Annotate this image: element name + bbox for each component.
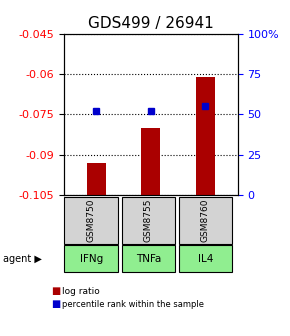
Bar bbox=[196, 77, 215, 195]
Bar bbox=[87, 163, 106, 195]
Text: GSM8760: GSM8760 bbox=[201, 198, 210, 242]
Title: GDS499 / 26941: GDS499 / 26941 bbox=[88, 16, 214, 31]
Text: IFNg: IFNg bbox=[79, 254, 103, 264]
Text: ■: ■ bbox=[51, 286, 60, 296]
Text: percentile rank within the sample: percentile rank within the sample bbox=[62, 300, 204, 309]
Text: ■: ■ bbox=[51, 299, 60, 309]
Text: IL4: IL4 bbox=[198, 254, 213, 264]
Text: log ratio: log ratio bbox=[62, 287, 100, 296]
Text: GSM8755: GSM8755 bbox=[144, 198, 153, 242]
Text: agent ▶: agent ▶ bbox=[3, 254, 42, 264]
Text: TNFa: TNFa bbox=[136, 254, 161, 264]
Text: GSM8750: GSM8750 bbox=[87, 198, 96, 242]
Bar bbox=[141, 128, 160, 195]
